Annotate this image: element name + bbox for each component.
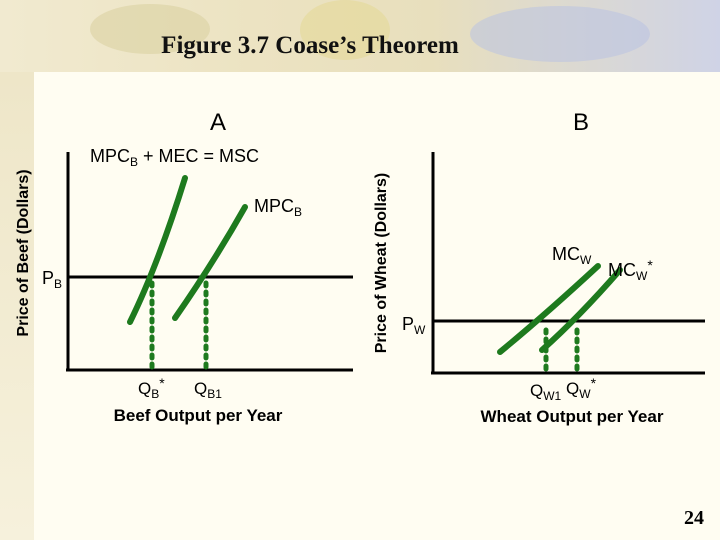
panel-b-y-axis-label: Price of Wheat (Dollars) <box>373 173 390 353</box>
header-banner <box>0 0 720 72</box>
panel-a-msc-curve <box>127 175 188 325</box>
panel-a-mpc-curve <box>172 204 248 321</box>
panel-a-x-axis-label: Beef Output per Year <box>114 406 283 425</box>
panel-b-label: B <box>573 109 589 136</box>
decorative-leaf-shape <box>90 4 210 54</box>
panel-b-price-label: PW <box>402 314 426 337</box>
panel-b-mcw-curve <box>497 263 601 355</box>
panel-a-price-label: PB <box>42 268 62 291</box>
panel-a-qb1-label: QB1 <box>194 379 222 401</box>
slide-title: Figure 3.7 Coase’s Theorem <box>161 32 459 59</box>
panel-a-y-axis-label: Price of Beef (Dollars) <box>15 169 32 336</box>
page-number: 24 <box>684 507 704 529</box>
panel-a-mpc-label: MPCB <box>254 196 302 219</box>
panel-b-mcw-label: MCW <box>552 244 592 267</box>
panel-b-x-axis-label: Wheat Output per Year <box>481 407 664 426</box>
panel-a-label: A <box>210 109 226 136</box>
panel-b-qw1-label: QW1 <box>530 381 562 403</box>
panel-a-msc-label: MPCB + MEC = MSC <box>90 146 259 169</box>
decorative-sky-shape <box>470 6 650 62</box>
panel-a-qb-star-label: QB* <box>138 375 165 401</box>
panel-b-mcw-star-curve <box>539 267 623 353</box>
decorative-flower-shape <box>300 0 390 60</box>
panel-b-mcw-star-label: MCW* <box>608 257 653 283</box>
panel-b-qw-star-label: QW* <box>566 375 597 401</box>
left-decorative-strip <box>0 72 34 540</box>
